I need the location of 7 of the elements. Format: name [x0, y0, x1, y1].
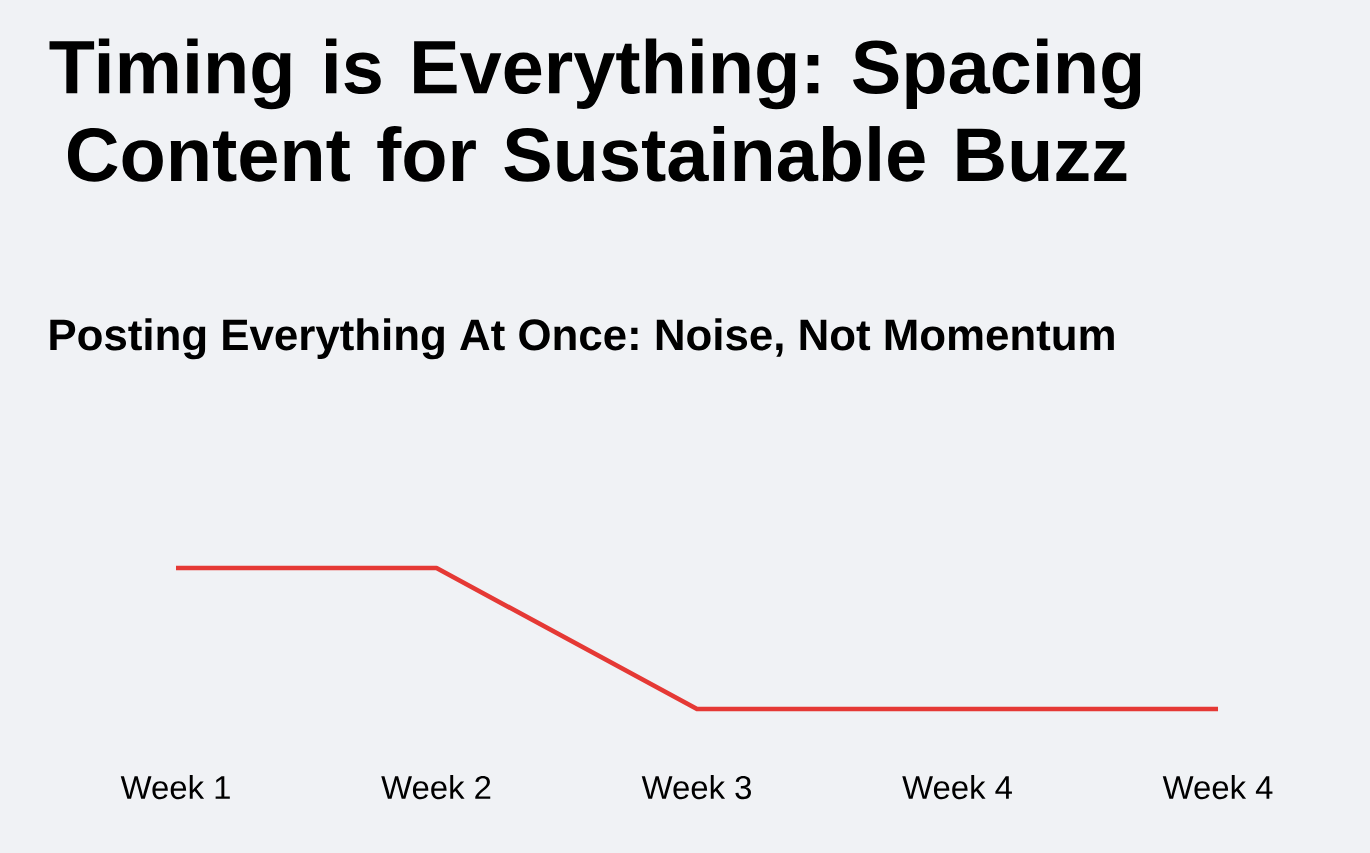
x-tick-label: Week 2: [381, 775, 491, 800]
x-tick-label: Week 4: [902, 775, 1012, 800]
x-tick-label: Week 4: [1162, 775, 1273, 800]
x-tick-label: Week 3: [641, 775, 751, 800]
chart-title: Timing is Everything: Spacing Content for Sustainable Buzz: [49, 38, 1141, 182]
chart-subtitle: Posting Everything At Once: Noise, Not Momentum: [50, 318, 1114, 360]
x-tick-label: Week 1: [120, 775, 230, 800]
